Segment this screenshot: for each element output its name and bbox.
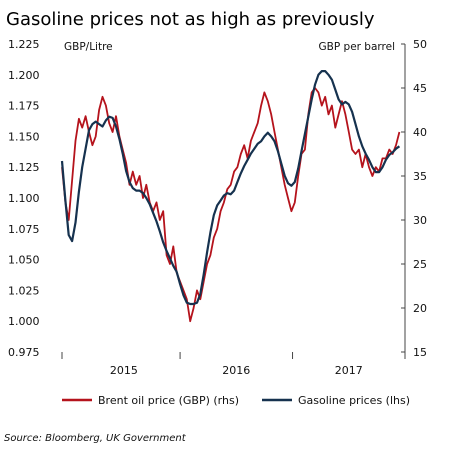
brent-series-line: [61, 87, 401, 323]
left-tick-label: 0.975: [8, 346, 40, 359]
x-tick-label: 2015: [110, 364, 138, 377]
left-tick-label: 1.000: [8, 315, 40, 328]
right-axis: 15 20 25 30 35 40 45 50: [401, 38, 427, 359]
x-tick-label: 2016: [222, 364, 250, 377]
gasoline-series-line: [60, 69, 401, 306]
source-note: Source: Bloomberg, UK Government: [4, 433, 187, 444]
left-tick-label: 1.150: [8, 130, 40, 143]
right-tick-label: 40: [413, 126, 427, 139]
x-axis: 2015 2016 2017: [61, 352, 406, 377]
legend: Brent oil price (GBP) (rhs) Gasoline pric…: [62, 394, 410, 407]
left-tick-label: 1.175: [8, 100, 40, 113]
x-tick-label: 2017: [335, 364, 363, 377]
left-tick-label: 1.100: [8, 192, 40, 205]
chart-title: Gasoline prices not as high as previousl…: [6, 9, 375, 30]
left-tick-label: 1.025: [8, 284, 40, 297]
right-tick-label: 35: [413, 170, 427, 183]
right-tick-label: 25: [413, 258, 427, 271]
left-axis: 0.975 1.000 1.025 1.050 1.075 1.100 1.125 1.150…: [8, 38, 40, 359]
legend-brent-label: Brent oil price (GBP) (rhs): [98, 394, 239, 407]
right-axis-unit-label: GBP per barrel: [319, 41, 395, 53]
right-tick-label: 20: [413, 302, 427, 315]
left-tick-label: 1.050: [8, 254, 40, 267]
right-tick-label: 45: [413, 82, 427, 95]
right-tick-label: 30: [413, 214, 427, 227]
left-tick-label: 1.075: [8, 223, 40, 236]
left-tick-label: 1.225: [8, 38, 40, 51]
left-axis-unit-label: GBP/Litre: [64, 41, 113, 53]
left-tick-label: 1.125: [8, 161, 40, 174]
left-tick-label: 1.200: [8, 69, 40, 82]
legend-gasoline-label: Gasoline prices (lhs): [298, 394, 410, 407]
right-tick-label: 15: [413, 346, 427, 359]
plot-area: [60, 69, 401, 323]
right-tick-label: 50: [413, 38, 427, 51]
